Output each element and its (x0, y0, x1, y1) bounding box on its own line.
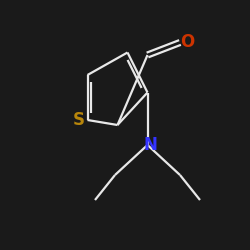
Text: S: S (73, 111, 85, 129)
Text: N: N (143, 136, 157, 154)
Text: O: O (180, 34, 194, 52)
